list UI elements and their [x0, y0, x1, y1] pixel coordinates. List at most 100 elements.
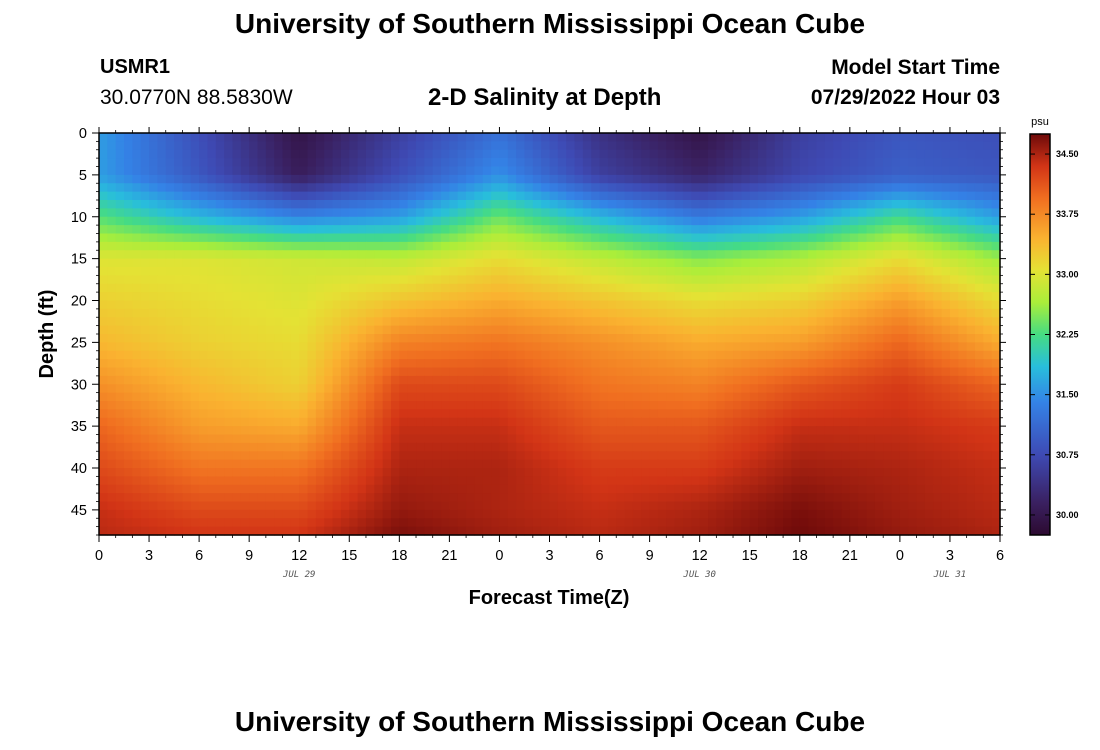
heatmap-cell	[908, 476, 918, 486]
heatmap-cell	[182, 208, 192, 218]
heatmap-cell	[858, 191, 868, 201]
heatmap-cell	[265, 334, 275, 343]
heatmap-cell	[908, 459, 918, 469]
heatmap-cell	[958, 208, 968, 218]
heatmap-cell	[474, 342, 484, 352]
heatmap-cell	[491, 484, 501, 494]
heatmap-cell	[324, 434, 334, 444]
heatmap-cell	[924, 149, 934, 159]
heatmap-cell	[374, 292, 384, 302]
heatmap-cell	[132, 141, 142, 151]
heatmap-cell	[916, 200, 926, 209]
heatmap-cell	[824, 300, 834, 310]
heatmap-cell	[332, 350, 342, 360]
heatmap-cell	[808, 409, 818, 419]
heatmap-cell	[566, 509, 576, 519]
heatmap-cell	[357, 493, 367, 503]
heatmap-cell	[190, 384, 200, 394]
heatmap-cell	[974, 509, 984, 519]
heatmap-cell	[232, 434, 242, 444]
heatmap-cell	[507, 258, 517, 268]
heatmap-cell	[758, 392, 767, 402]
heatmap-cell	[482, 292, 492, 302]
heatmap-cell	[616, 225, 626, 235]
heatmap-cell	[733, 158, 742, 168]
heatmap-cell	[416, 183, 425, 193]
heatmap-cell	[691, 183, 701, 193]
heatmap-cell	[390, 250, 400, 260]
heatmap-cell	[240, 216, 250, 226]
heatmap-cell	[858, 317, 868, 327]
heatmap-cell	[240, 158, 250, 168]
heatmap-cell	[924, 300, 934, 310]
heatmap-cell	[874, 225, 884, 235]
heatmap-cell	[124, 392, 133, 402]
heatmap-cell	[390, 141, 400, 151]
heatmap-cell	[232, 459, 242, 469]
heatmap-cell	[607, 250, 617, 260]
heatmap-cell	[666, 275, 676, 285]
heatmap-cell	[666, 342, 676, 352]
heatmap-cell	[541, 183, 551, 193]
heatmap-cell	[157, 233, 167, 243]
heatmap-cell	[708, 166, 717, 176]
heatmap-cell	[783, 216, 793, 226]
heatmap-cell	[499, 149, 509, 159]
heatmap-cell	[307, 183, 317, 193]
heatmap-cell	[399, 174, 409, 184]
heatmap-cell	[866, 283, 876, 293]
heatmap-cell	[716, 200, 726, 209]
heatmap-cell	[332, 493, 342, 503]
heatmap-cell	[132, 401, 142, 410]
heatmap-cell	[157, 225, 167, 235]
heatmap-cell	[566, 233, 576, 243]
heatmap-cell	[883, 417, 893, 427]
heatmap-cell	[224, 325, 234, 335]
heatmap-cell	[691, 317, 701, 327]
heatmap-cell	[616, 241, 626, 251]
heatmap-cell	[315, 250, 325, 260]
heatmap-cell	[99, 292, 108, 302]
heatmap-cell	[682, 442, 692, 452]
heatmap-cell	[157, 334, 167, 343]
heatmap-cell	[891, 359, 901, 369]
heatmap-cell	[582, 434, 592, 444]
heatmap-cell	[774, 141, 784, 151]
heatmap-cell	[357, 292, 367, 302]
heatmap-cell	[424, 200, 434, 209]
heatmap-cell	[457, 350, 467, 360]
heatmap-cell	[332, 283, 342, 293]
heatmap-cell	[382, 292, 392, 302]
heatmap-cell	[390, 334, 400, 343]
heatmap-cell	[674, 434, 684, 444]
heatmap-cell	[858, 417, 868, 427]
heatmap-cell	[374, 459, 384, 469]
heatmap-cell	[708, 459, 717, 469]
heatmap-cell	[466, 208, 476, 218]
heatmap-cell	[466, 426, 476, 436]
heatmap-cell	[232, 216, 242, 226]
heatmap-cell	[974, 325, 984, 335]
heatmap-cell	[657, 501, 667, 511]
heatmap-cell	[791, 158, 801, 168]
heatmap-cell	[607, 392, 617, 402]
heatmap-cell	[99, 300, 108, 310]
heatmap-cell	[833, 468, 843, 477]
heatmap-cell	[441, 233, 450, 243]
heatmap-cell	[299, 434, 309, 444]
heatmap-cell	[899, 509, 909, 519]
heatmap-cell	[666, 359, 676, 369]
heatmap-cell	[766, 325, 776, 335]
heatmap-cell	[115, 308, 125, 318]
heatmap-cell	[532, 216, 542, 226]
heatmap-cell	[891, 468, 901, 477]
heatmap-cell	[165, 317, 175, 327]
heatmap-cell	[666, 426, 676, 436]
heatmap-cell	[866, 392, 876, 402]
heatmap-cell	[766, 141, 776, 151]
heatmap-cell	[733, 493, 742, 503]
heatmap-cell	[749, 392, 759, 402]
heatmap-cell	[733, 359, 742, 369]
heatmap-cell	[332, 292, 342, 302]
heatmap-cell	[190, 317, 200, 327]
